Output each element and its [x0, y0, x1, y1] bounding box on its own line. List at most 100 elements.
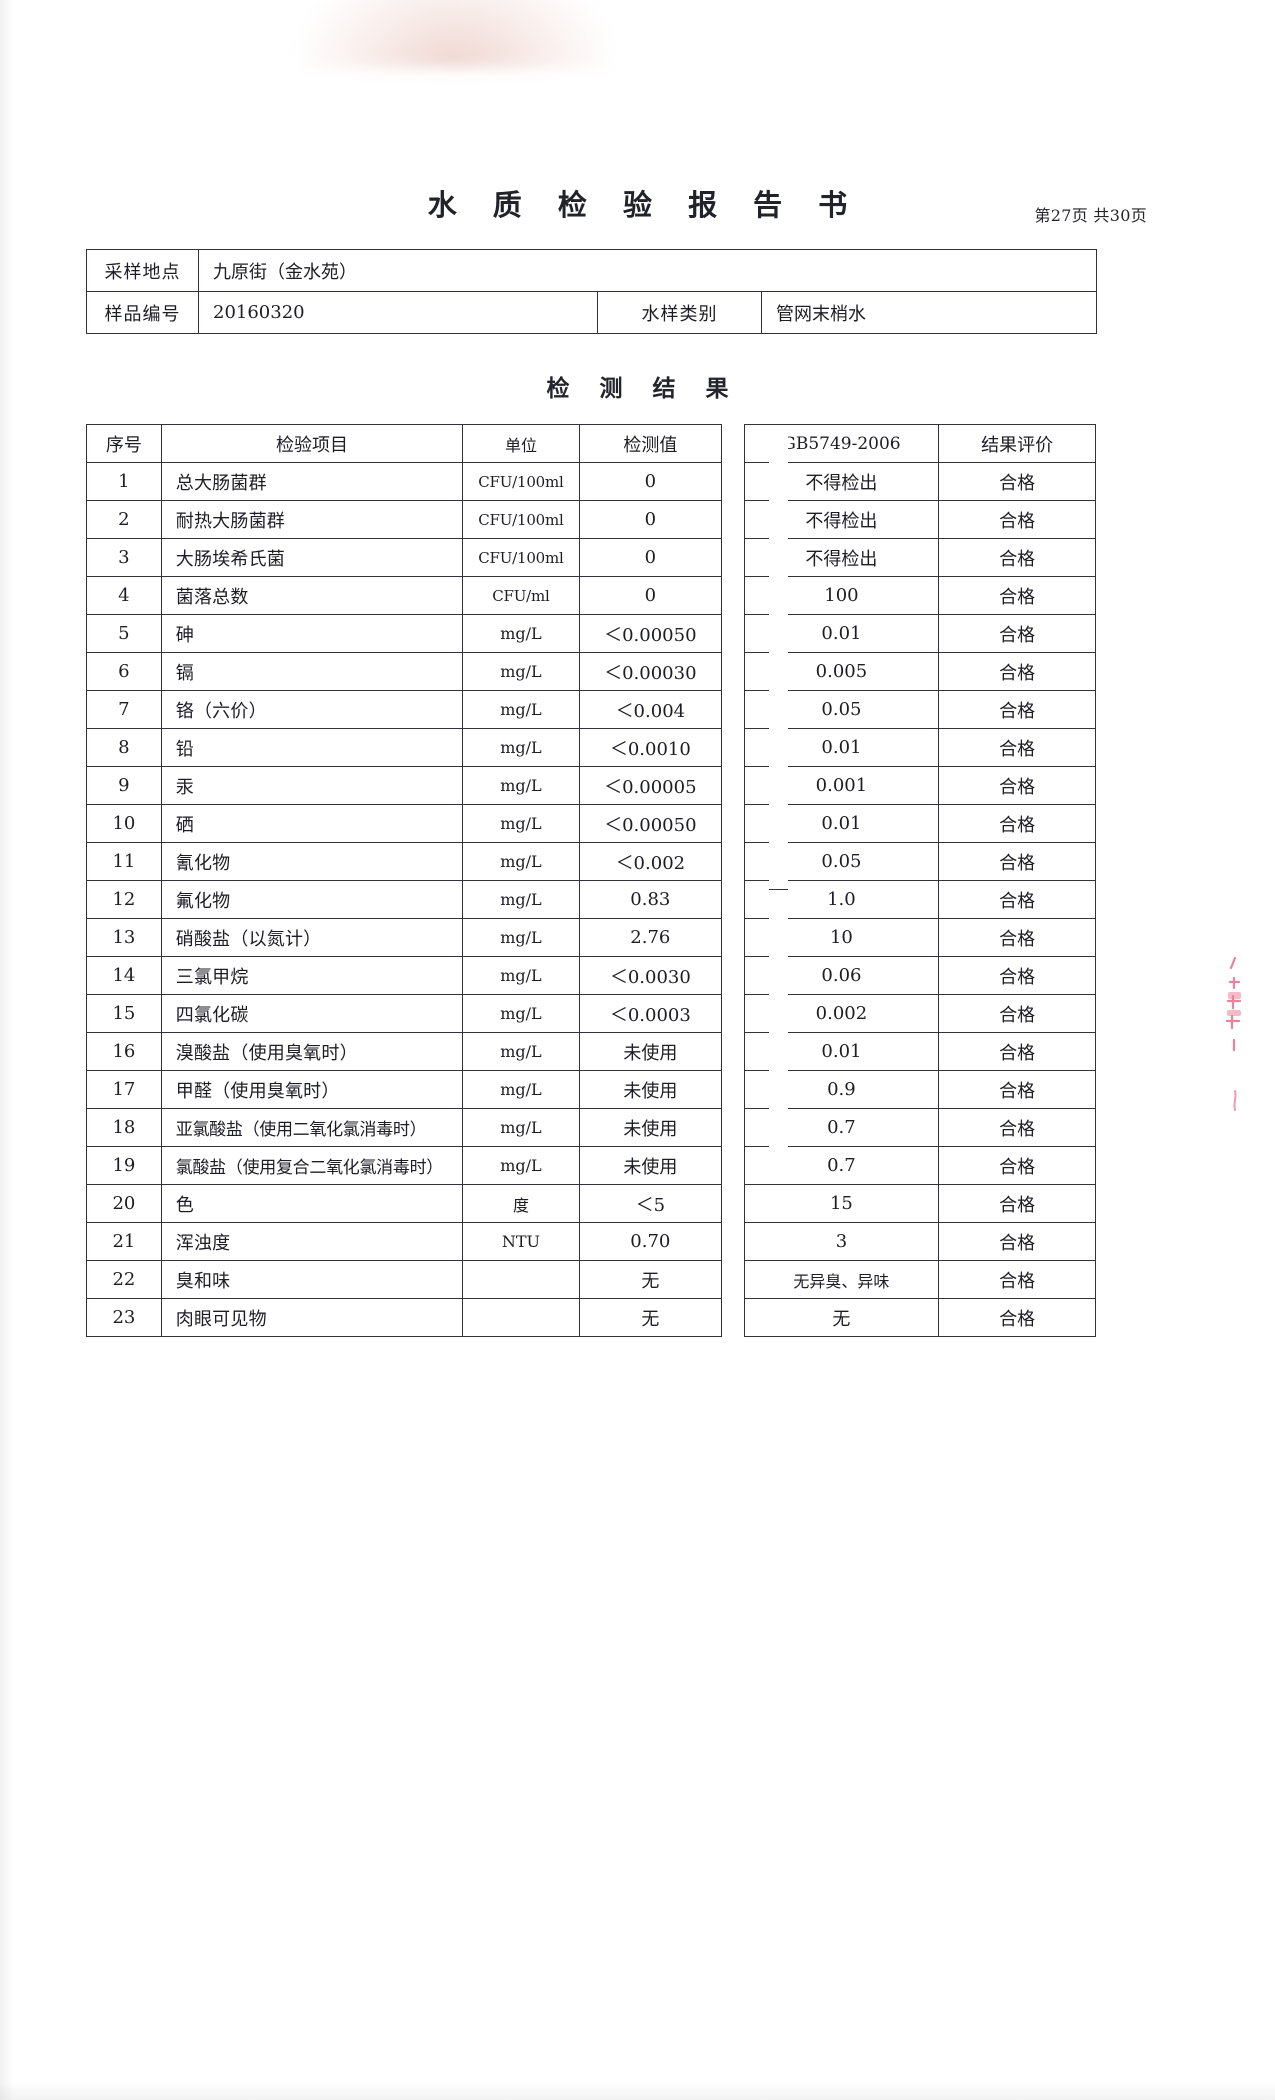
- cell-item: 肉眼可见物: [160, 1298, 464, 1337]
- cell-item: 浑浊度: [160, 1222, 464, 1261]
- cell-item: 亚氯酸盐（使用二氧化氯消毒时）: [160, 1108, 464, 1147]
- cell-index: 12: [86, 880, 162, 919]
- table-row: 5 砷 mg/L ＜0.00050 0.01 合格: [86, 614, 1096, 653]
- cell-standard: 无异臭、异味: [743, 1260, 940, 1299]
- table-row: 9 汞 mg/L ＜0.00005 0.001 合格: [86, 766, 1096, 805]
- test-results-table: 序号 检验项目 单位 检测值 GB5749-2006 结果评价 1 总大肠菌群 CF…: [86, 424, 1096, 1337]
- table-row: 14 三氯甲烷 mg/L ＜0.0030 0.06 合格: [86, 956, 1096, 995]
- scan-edge-shadow-left: [0, 0, 14, 2100]
- cell-evaluation: 合格: [938, 462, 1096, 501]
- cell-unit: [462, 1260, 580, 1299]
- cell-value: 无: [578, 1260, 723, 1299]
- cell-value: ＜5: [578, 1184, 723, 1223]
- results-header-row: 序号 检验项目 单位 检测值 GB5749-2006 结果评价: [86, 424, 1096, 463]
- table-row: 6 镉 mg/L ＜0.00030 0.005 合格: [86, 652, 1096, 691]
- cell-standard: 0.06: [743, 956, 940, 995]
- cell-unit: mg/L: [462, 728, 580, 767]
- cell-standard: 不得检出: [743, 500, 940, 539]
- seam-gap-cell: [722, 729, 745, 767]
- cell-evaluation: 合格: [938, 614, 1096, 653]
- seam-gap-cell: [722, 1147, 745, 1185]
- table-row: 23 肉眼可见物无无合格: [86, 1298, 1096, 1337]
- cell-value: ＜0.004: [578, 690, 723, 729]
- cell-value: ＜0.0030: [578, 956, 723, 995]
- cell-unit: mg/L: [462, 1108, 580, 1147]
- cell-unit: [462, 1298, 580, 1337]
- cell-standard: 0.01: [743, 728, 940, 767]
- cell-unit: CFU/100ml: [462, 538, 580, 577]
- cell-standard: 不得检出: [743, 462, 940, 501]
- seam-gap-cell: [722, 957, 745, 995]
- cell-standard: 0.7: [743, 1108, 940, 1147]
- sampling-location-label: 采样地点: [86, 249, 199, 292]
- cell-unit: CFU/100ml: [462, 500, 580, 539]
- sampling-location-value: 九原街（金水苑）: [198, 249, 1097, 292]
- cell-value: 0: [578, 576, 723, 615]
- cell-standard: 无: [743, 1298, 940, 1337]
- cell-unit: CFU/ml: [462, 576, 580, 615]
- cell-value: 0.83: [578, 880, 723, 919]
- cell-unit: mg/L: [462, 690, 580, 729]
- cell-item: 大肠埃希氏菌: [160, 538, 464, 577]
- red-stamp-fragment-icon: [1233, 1090, 1237, 1111]
- cell-value: 0: [578, 500, 723, 539]
- cell-value: 0.70: [578, 1222, 723, 1261]
- cell-item: 耐热大肠菌群: [160, 500, 464, 539]
- cell-standard: 0.7: [743, 1146, 940, 1185]
- cell-standard: 0.01: [743, 614, 940, 653]
- cell-evaluation: 合格: [938, 880, 1096, 919]
- cell-index: 10: [86, 804, 162, 843]
- cell-evaluation: 合格: [938, 956, 1096, 995]
- cell-value: 无: [578, 1298, 723, 1337]
- cell-value: 未使用: [578, 1032, 723, 1071]
- cell-standard: 100: [743, 576, 940, 615]
- cell-value: 0: [578, 538, 723, 577]
- cell-unit: mg/L: [462, 766, 580, 805]
- header-standard: GB5749-2006: [743, 424, 940, 463]
- cell-item: 溴酸盐（使用臭氧时）: [160, 1032, 464, 1071]
- cell-value: ＜0.00050: [578, 804, 723, 843]
- results-table-container: 序号 检验项目 单位 检测值 GB5749-2006 结果评价 1 总大肠菌群 CF…: [86, 424, 1096, 1337]
- cell-index: 4: [86, 576, 162, 615]
- cell-standard: 0.01: [743, 1032, 940, 1071]
- cell-unit: mg/L: [462, 880, 580, 919]
- info-row-location: 采样地点 九原街（金水苑）: [86, 249, 1097, 292]
- cell-unit: mg/L: [462, 614, 580, 653]
- cell-item: 氯酸盐（使用复合二氧化氯消毒时）: [160, 1146, 464, 1185]
- table-row: 19 氯酸盐（使用复合二氧化氯消毒时） mg/L 未使用 0.7 合格: [86, 1146, 1096, 1185]
- table-row: 8 铅 mg/L ＜0.0010 0.01 合格: [86, 728, 1096, 767]
- seam-gap-cell: [722, 1185, 745, 1223]
- cell-evaluation: 合格: [938, 652, 1096, 691]
- table-row: 21 浑浊度 NTU 0.70 3 合格: [86, 1222, 1096, 1261]
- cell-index: 13: [86, 918, 162, 957]
- sample-number-value: 20160320: [198, 291, 598, 334]
- cell-index: 5: [86, 614, 162, 653]
- cell-index: 18: [86, 1108, 162, 1147]
- cell-index: 6: [86, 652, 162, 691]
- cell-evaluation: 合格: [938, 1146, 1096, 1185]
- table-row: 18 亚氯酸盐（使用二氧化氯消毒时） mg/L 未使用 0.7 合格: [86, 1108, 1096, 1147]
- page-number-label: 第27页 共30页: [1034, 206, 1147, 225]
- cell-unit: mg/L: [462, 652, 580, 691]
- cell-index: 7: [86, 690, 162, 729]
- cell-index: 2: [86, 500, 162, 539]
- table-row: 17 甲醛（使用臭氧时） mg/L 未使用 0.9 合格: [86, 1070, 1096, 1109]
- cell-index: 14: [86, 956, 162, 995]
- cell-index: 8: [86, 728, 162, 767]
- red-stamp-mark-icon: [1225, 956, 1242, 1052]
- cell-standard: 10: [743, 918, 940, 957]
- seam-gap-cell: [722, 1071, 745, 1109]
- cell-index: 17: [86, 1070, 162, 1109]
- cell-value: 未使用: [578, 1070, 723, 1109]
- seam-gap-cell: [722, 995, 745, 1033]
- cell-evaluation: 合格: [938, 842, 1096, 881]
- cell-evaluation: 合格: [938, 994, 1096, 1033]
- seam-gap-cell: [722, 843, 745, 881]
- cell-item: 硒: [160, 804, 464, 843]
- seam-gap-cell: [722, 1223, 745, 1261]
- cell-unit: mg/L: [462, 956, 580, 995]
- cell-unit: mg/L: [462, 804, 580, 843]
- cell-item: 铅: [160, 728, 464, 767]
- cell-evaluation: 合格: [938, 728, 1096, 767]
- scan-smudge-artifact: [300, 0, 610, 68]
